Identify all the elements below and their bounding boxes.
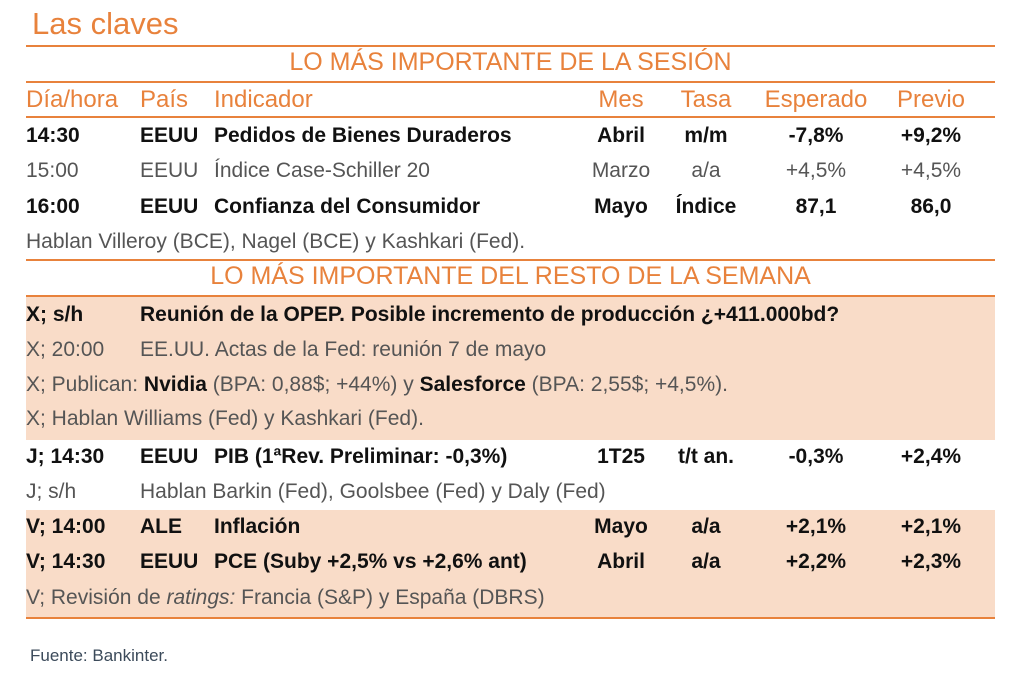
session-note: Hablan Villeroy (BCE), Nagel (BCE) y Kas… [26,225,995,259]
source-note: Fuente: Bankinter. [30,646,168,665]
cell-rate: t/t an. [678,445,734,468]
cell-indicator: Confianza del Consumidor [214,195,481,218]
cell-country: EEUU [140,159,199,182]
cell-time: 14:30 [26,124,80,147]
week-row-earnings: X; Publican: Nvidia (BPA: 0,88$; +44%) y… [26,368,995,402]
table-row: 15:00 EEUU Índice Case-Schiller 20 Marzo… [26,154,995,188]
cell-time: J; 14:30 [26,445,105,468]
divider [26,81,995,83]
cell-rate: Índice [675,195,737,218]
cell-expected: -0,3% [788,445,844,468]
earnings-detail: (BPA: 2,55$; +4,5%). [525,373,728,396]
cell-time: V; 14:30 [26,550,106,573]
cell-rate: a/a [691,159,721,182]
highlight-block-friday [26,510,995,618]
company-nvidia: Nvidia [143,373,207,396]
cell-month: Abril [597,550,645,573]
week-row-pce: V; 14:30 EEUU PCE (Suby +2,5% vs +2,6% a… [26,545,995,579]
cell-previous: +9,2% [900,124,962,147]
cell-expected: +2,2% [785,550,847,573]
divider [26,116,995,118]
cell-previous: 86,0 [910,195,952,218]
cell-month: 1T25 [597,445,645,468]
cell-previous: +2,4% [900,445,962,468]
cell-rate: a/a [691,515,721,538]
table-row: 16:00 EEUU Confianza del Consumidor Mayo… [26,190,995,224]
cell-previous: +2,3% [900,550,962,573]
divider [26,45,995,47]
ratings-line: V; Revisión de ratings: Francia (S&P) y … [26,581,545,615]
ratings-detail: Francia (S&P) y España (DBRS) [235,586,545,609]
cell-rate: a/a [691,550,721,573]
cell-country: EEUU [140,550,199,573]
cell-event: X; Hablan Williams (Fed) y Kashkari (Fed… [26,407,424,430]
cell-rate: m/m [684,124,728,147]
document-title: Las claves [32,6,179,41]
header-time: Día/hora [26,86,119,113]
cell-expected: -7,8% [788,124,844,147]
week-row-ratings: V; Revisión de ratings: Francia (S&P) y … [26,581,995,615]
cell-expected: 87,1 [795,195,837,218]
earnings-line: X; Publican: Nvidia (BPA: 0,88$; +44%) y… [26,368,728,402]
cell-time: X; 20:00 [26,338,105,361]
cell-month: Mayo [594,515,648,538]
cell-indicator: Inflación [214,515,301,538]
cell-indicator: PIB (1ªRev. Preliminar: -0,3%) [214,445,508,468]
note-text: Hablan Villeroy (BCE), Nagel (BCE) y Kas… [26,230,526,253]
cell-indicator: Pedidos de Bienes Duraderos [214,124,512,147]
week-row-j-speakers: J; s/h Hablan Barkin (Fed), Goolsbee (Fe… [26,475,995,509]
header-month: Mes [598,86,644,113]
cell-time: 15:00 [26,159,79,182]
cell-event: Reunión de la OPEP. Posible incremento d… [140,303,840,326]
divider [26,259,995,261]
week-row-opep: X; s/h Reunión de la OPEP. Posible incre… [26,298,995,332]
cell-event: EE.UU. Actas de la Fed: reunión 7 de may… [140,338,547,361]
cell-country: EEUU [140,124,199,147]
cell-time: 16:00 [26,195,80,218]
cell-country: EEUU [140,195,199,218]
section-session-title: LO MÁS IMPORTANTE DE LA SESIÓN [289,48,732,76]
divider [26,295,995,297]
table-row: 14:30 EEUU Pedidos de Bienes Duraderos A… [26,119,995,153]
week-row-inflation: V; 14:00 ALE Inflación Mayo a/a +2,1% +2… [26,510,995,544]
cell-month: Abril [597,124,645,147]
cell-previous: +4,5% [900,159,962,182]
cell-time: V; 14:00 [26,515,106,538]
cell-event: Hablan Barkin (Fed), Goolsbee (Fed) y Da… [140,480,606,503]
header-expected: Esperado [764,86,868,113]
cell-country: EEUU [140,445,199,468]
week-row-x-speakers: X; Hablan Williams (Fed) y Kashkari (Fed… [26,402,995,436]
cell-expected: +2,1% [785,515,847,538]
ratings-prefix: V; Revisión de [26,586,167,609]
header-indicator: Indicador [214,86,313,113]
earnings-prefix: X; Publican: [26,373,144,396]
ratings-italic: ratings: [166,586,236,609]
cell-month: Mayo [594,195,648,218]
header-previous: Previo [896,86,966,113]
earnings-detail: (BPA: 0,88$; +44%) y [206,373,420,396]
header-rate: Tasa [680,86,732,113]
cell-time: X; s/h [26,303,84,326]
week-row-fed-minutes: X; 20:00 EE.UU. Actas de la Fed: reunión… [26,333,995,367]
cell-country: ALE [140,515,182,538]
cell-expected: +4,5% [785,159,847,182]
header-country: País [140,86,189,113]
week-row-pib: J; 14:30 EEUU PIB (1ªRev. Preliminar: -0… [26,440,995,474]
cell-indicator: Índice Case-Schiller 20 [214,159,430,182]
company-salesforce: Salesforce [419,373,526,396]
cell-previous: +2,1% [900,515,962,538]
cell-indicator: PCE (Suby +2,5% vs +2,6% ant) [214,550,527,573]
section-week-title: LO MÁS IMPORTANTE DEL RESTO DE LA SEMANA [210,262,811,290]
table-header: Día/hora País Indicador Mes Tasa Esperad… [26,83,995,117]
cell-month: Marzo [591,159,651,182]
cell-time: J; s/h [26,480,77,503]
divider [26,617,995,619]
highlight-block-wednesday [26,297,995,440]
